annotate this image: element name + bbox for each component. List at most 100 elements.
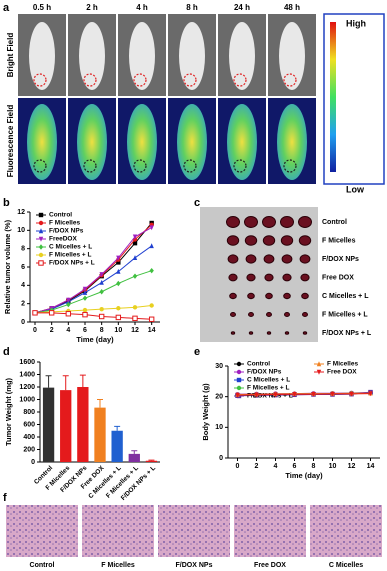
tumor: [226, 235, 240, 246]
tumor-marker: [233, 73, 247, 87]
marker: [115, 314, 122, 321]
tumor: [302, 331, 308, 335]
time-label: 0.5 h: [33, 3, 51, 12]
y-tick-label: 2: [21, 301, 25, 308]
y-tick-label: 800: [23, 409, 35, 416]
y-axis-label: Body Weight (g): [201, 383, 210, 441]
marker: [149, 243, 154, 249]
x-tick-label: 6: [293, 463, 297, 470]
tumor: [301, 292, 309, 300]
x-tick-label: 6: [83, 327, 87, 334]
legend-label: Control: [247, 361, 270, 368]
marker: [292, 392, 297, 397]
x-axis-label: Time (day): [285, 471, 323, 480]
marker: [116, 306, 121, 311]
tumor: [246, 273, 256, 282]
panel-label: c: [194, 197, 200, 209]
histology-label: Free DOX: [254, 562, 286, 569]
row-label: Fluorescence Field: [6, 105, 15, 178]
time-label: 48 h: [284, 3, 300, 12]
legend-marker: [38, 252, 44, 258]
x-tick-label: 14: [148, 327, 156, 334]
legend-label: F Micelles: [49, 220, 80, 227]
legend-label: Free DOX: [327, 369, 357, 376]
marker: [48, 310, 55, 316]
marker: [311, 392, 316, 397]
x-tick-label: 4: [274, 463, 278, 470]
marker: [65, 311, 72, 317]
time-label: 24 h: [234, 3, 250, 12]
mouse: [229, 22, 255, 90]
legend-marker: [38, 260, 44, 266]
tumor-marker: [283, 159, 297, 173]
marker: [273, 392, 278, 398]
legend-label: C Micelles + L: [49, 244, 92, 251]
x-tick-label: 10: [114, 327, 122, 334]
y-tick-label: 10: [215, 424, 223, 431]
row-label: Bright Field: [6, 33, 15, 78]
panel-label: f: [3, 492, 7, 504]
marker: [148, 316, 155, 322]
histology-image: [310, 505, 382, 557]
y-tick-label: 0: [21, 319, 25, 326]
panel-label: e: [194, 346, 200, 358]
tumor-label: F Micelles + L: [322, 311, 368, 318]
y-tick-label: 6: [21, 264, 25, 271]
marker: [132, 240, 138, 246]
tumor: [230, 331, 236, 335]
marker: [368, 391, 373, 397]
y-axis-label: Relative tumor volume (%): [3, 219, 12, 314]
series-line: [34, 227, 152, 314]
tumor: [245, 254, 257, 264]
colorbar-frame: [323, 13, 385, 185]
bar: [42, 387, 55, 462]
bar: [94, 407, 106, 462]
bar: [145, 460, 158, 462]
tumor: [230, 312, 236, 317]
y-tick-label: 8: [21, 246, 25, 253]
mouse: [279, 22, 305, 90]
y-tick-label: 1000: [19, 396, 35, 403]
time-label: 4 h: [136, 3, 148, 12]
tumor: [284, 331, 290, 335]
tumor-marker: [133, 73, 147, 87]
tumor: [283, 292, 291, 300]
tumor: [298, 235, 312, 246]
legend-marker: [316, 369, 322, 375]
marker: [82, 307, 88, 313]
legend-marker: [236, 377, 242, 383]
fluorescence: [277, 104, 307, 180]
marker: [149, 267, 154, 274]
tumor: [299, 254, 311, 264]
tumor: [263, 254, 275, 264]
marker: [82, 289, 88, 295]
x-axis-label: Time (day): [76, 335, 114, 344]
tumor: [265, 292, 273, 300]
y-tick-label: 200: [23, 446, 35, 453]
panel-label: b: [3, 197, 10, 209]
y-tick-label: 0: [219, 455, 223, 462]
x-tick-label: 8: [312, 463, 316, 470]
legend-label: F Micelles + L: [247, 385, 289, 392]
time-label: 8 h: [186, 3, 198, 12]
marker: [149, 303, 154, 308]
tumor-marker: [183, 159, 197, 173]
series-line: [35, 312, 152, 320]
tumor: [302, 312, 308, 317]
y-tick-label: 10: [17, 227, 25, 234]
colorbar: [330, 22, 336, 172]
tumor-label: F/DOX NPs + L: [322, 330, 372, 337]
marker: [235, 392, 240, 398]
legend-marker: [38, 236, 44, 242]
tumor: [282, 273, 292, 282]
y-tick-label: 400: [23, 434, 35, 441]
tumor: [264, 273, 274, 282]
histology-label: C Micelles: [329, 562, 363, 569]
tumor-photo: [200, 207, 318, 342]
tumor: [228, 273, 238, 282]
x-tick-label: 2: [50, 327, 54, 334]
marker: [66, 297, 71, 303]
x-tick-label: 0: [236, 463, 240, 470]
legend-label: F/DOX NPs + L: [49, 260, 95, 267]
